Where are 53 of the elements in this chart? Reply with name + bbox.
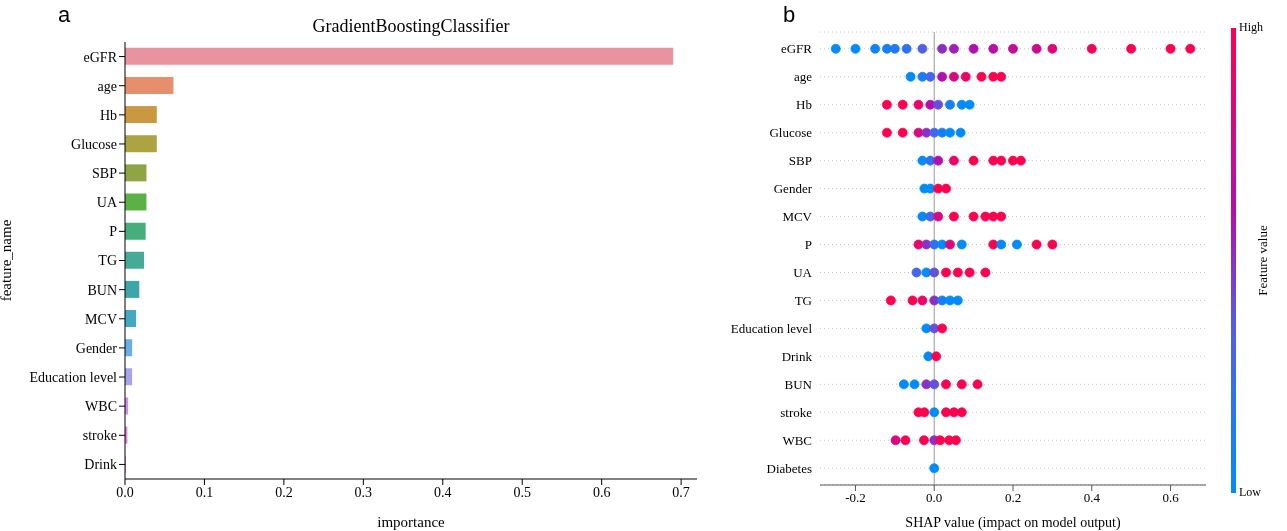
- x-axis-title: SHAP value (impact on model output): [905, 515, 1121, 531]
- chart-title: GradientBoostingClassifier: [311, 16, 511, 37]
- y-tick-label: MCV: [85, 311, 117, 327]
- x-tick-label: 0.7: [672, 484, 690, 500]
- y-tick-label: Drink: [84, 457, 117, 473]
- y-tick-label: eGFR: [780, 41, 813, 57]
- color-bar-title: Feature value: [1255, 225, 1270, 296]
- y-tick-label: P: [109, 224, 118, 240]
- x-tick-label: 0.6: [1162, 490, 1180, 506]
- x-tick-label: 0.4: [434, 484, 452, 500]
- color-bar-label: Low: [1239, 484, 1262, 499]
- y-tick-label: SBP: [92, 166, 118, 182]
- x-tick-label: 0.3: [354, 484, 373, 500]
- y-tick-label: UA: [793, 265, 813, 281]
- y-tick-label: eGFR: [83, 49, 118, 65]
- y-tick-label: Hb: [796, 97, 812, 113]
- y-tick-label: Glucose: [769, 125, 813, 141]
- y-tick-label: TG: [794, 293, 812, 309]
- y-axis-title: feature_name: [0, 219, 15, 302]
- x-tick-label: 0.4: [1083, 490, 1101, 506]
- y-tick-label: Hb: [99, 107, 117, 123]
- y-tick-label: MCV: [782, 209, 813, 225]
- x-tick-label: 0.0: [926, 490, 943, 506]
- y-tick-label: WBC: [85, 399, 117, 415]
- y-tick-label: Drink: [781, 348, 813, 364]
- y-tick-label: P: [804, 237, 812, 253]
- x-tick-label: -0.2: [845, 490, 866, 506]
- y-tick-label: Education level: [29, 370, 118, 385]
- x-tick-label: 0.0: [116, 484, 134, 500]
- y-tick-label: BUN: [784, 376, 813, 392]
- x-tick-label: 0.5: [513, 484, 531, 500]
- color-bar-label: High: [1239, 19, 1263, 34]
- panel-letter: a: [58, 2, 71, 28]
- y-tick-label: age: [793, 69, 813, 85]
- y-tick-label: Glucose: [71, 136, 117, 152]
- y-tick-label: Gender: [773, 181, 813, 197]
- y-tick-label: TG: [98, 253, 117, 269]
- y-tick-label: Diabetes: [766, 460, 812, 476]
- x-tick-label: 0.2: [275, 484, 293, 500]
- x-tick-label: 0.1: [195, 484, 214, 500]
- y-tick-label: WBC: [782, 432, 812, 448]
- x-axis-title: importance: [377, 514, 446, 530]
- y-tick-label: SBP: [788, 153, 812, 169]
- y-tick-label: age: [97, 78, 117, 94]
- panel-letter: b: [783, 2, 796, 28]
- y-tick-label: Education level: [730, 321, 813, 337]
- y-tick-label: stroke: [82, 428, 117, 444]
- x-tick-label: 0.6: [592, 484, 611, 500]
- y-tick-label: stroke: [780, 404, 813, 420]
- y-tick-label: BUN: [87, 282, 117, 298]
- y-tick-label: Gender: [75, 340, 118, 356]
- y-tick-label: UA: [96, 195, 118, 211]
- x-tick-label: 0.2: [1004, 490, 1022, 506]
